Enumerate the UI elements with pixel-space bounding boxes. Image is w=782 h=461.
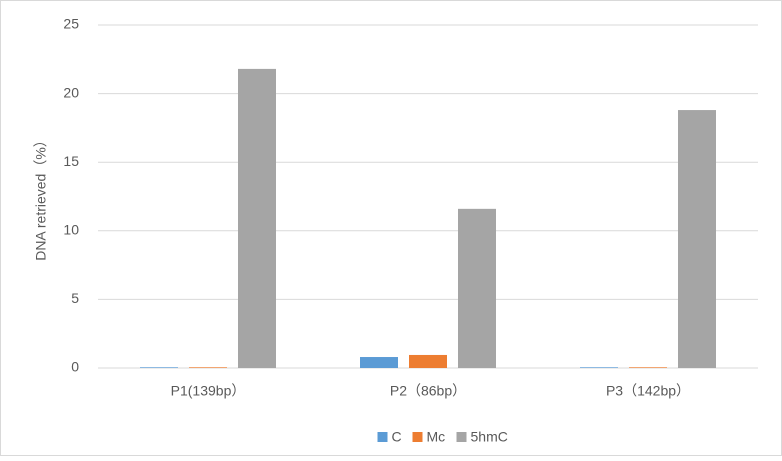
bar [140, 367, 178, 368]
legend-swatch [377, 432, 388, 442]
legend-label: 5hmC [471, 429, 508, 445]
y-tick-label: 25 [63, 16, 79, 32]
bar [678, 110, 716, 369]
y-tick-label: 10 [63, 222, 79, 238]
legend-label: C [392, 429, 402, 445]
y-tick-label: 0 [71, 359, 79, 375]
bar [629, 367, 667, 368]
legend-swatch [412, 432, 423, 442]
bar [189, 367, 227, 368]
y-tick-label: 5 [71, 290, 79, 306]
x-tick-label: P2（86bp） [390, 383, 466, 399]
bar [580, 367, 618, 368]
bar [238, 68, 276, 369]
y-tick-label: 20 [63, 84, 79, 100]
x-tick-label: P1(139bp） [171, 383, 246, 399]
x-tick-label: P3（142bp） [606, 383, 690, 399]
bar [409, 354, 447, 368]
bar [360, 357, 398, 368]
y-axis-title: DNA retrieved（%） [33, 133, 49, 261]
legend-label: Mc [427, 429, 446, 445]
y-tick-label: 15 [63, 153, 79, 169]
legend-swatch [456, 432, 467, 442]
bar [458, 208, 496, 368]
